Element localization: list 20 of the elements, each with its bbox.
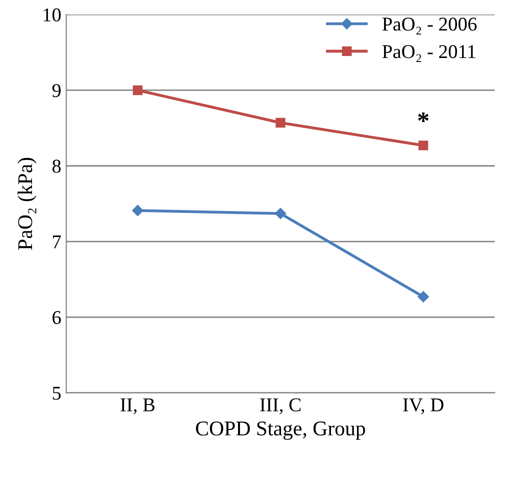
y-axis-title: PaO₂ (kPa) xyxy=(18,158,36,250)
point xyxy=(132,204,144,216)
legend-label: PaO₂ - 2006 xyxy=(382,18,477,34)
annotation: * xyxy=(418,112,429,122)
point xyxy=(418,140,428,150)
y-tick-label: 7 xyxy=(53,236,61,248)
x-axis-title: COPD Stage, Group xyxy=(196,422,366,440)
x-tick-label: IV, D xyxy=(403,398,444,414)
point xyxy=(132,85,143,96)
point xyxy=(274,208,286,220)
y-tick-label: 10 xyxy=(44,8,61,22)
x-tick-label: III, C xyxy=(260,398,300,414)
y-tick-label: 9 xyxy=(52,84,61,98)
legend-label: PaO₂ - 2011 xyxy=(382,45,476,62)
y-tick-label: 6 xyxy=(52,311,61,324)
x-tick-label: II, B xyxy=(120,398,155,414)
y-tick-label: 8 xyxy=(52,160,61,173)
point xyxy=(276,118,286,128)
y-tick-label: 5 xyxy=(52,386,61,400)
point xyxy=(418,291,429,302)
